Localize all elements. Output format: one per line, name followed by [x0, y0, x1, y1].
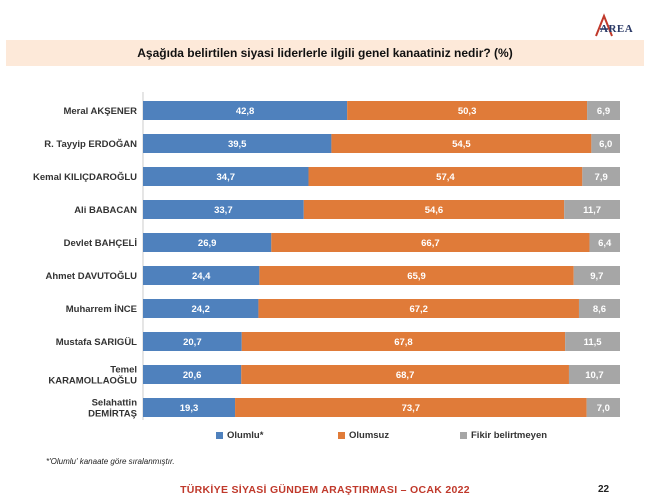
stacked-bar-chart: Meral AKŞENER 42,8 50,3 6,9 R. Tayyip ERDOĞA… [33, 92, 620, 420]
bar-segment-negative [303, 200, 565, 219]
area-logo [595, 13, 613, 37]
bar-segment-negative [258, 299, 579, 318]
bar-segment-undecided [587, 101, 620, 120]
bar-segment-undecided [568, 365, 620, 384]
bar-segment-negative [241, 332, 566, 351]
data-label-undecided: 7,0 [597, 403, 610, 414]
page-number: 22 [598, 484, 610, 495]
category-label: Devlet BAHÇELİ [64, 238, 137, 249]
data-label-undecided: 8,6 [593, 304, 606, 315]
bar-segment-positive [143, 200, 304, 219]
data-label-undecided: 6,0 [599, 139, 612, 150]
legend: Olumlu* Olumsuz Fikir belirtmeyen [0, 430, 650, 444]
bar-segment-negative [347, 101, 588, 120]
bar-segment-undecided [565, 332, 620, 351]
legend-label-positive: Olumlu* [227, 430, 264, 441]
legend-item-negative: Olumsuz [338, 430, 389, 441]
data-label-undecided: 6,9 [597, 106, 610, 117]
category-label: R. Tayyip ERDOĞAN [44, 138, 137, 150]
data-label-positive: 26,9 [198, 238, 217, 249]
data-label-negative: 65,9 [407, 271, 426, 282]
data-label-negative: 54,6 [425, 205, 444, 216]
bar-segment-negative [259, 266, 574, 285]
bar-segment-positive [143, 134, 332, 153]
data-label-positive: 19,3 [180, 403, 199, 414]
bar-segment-negative [271, 233, 590, 252]
bar-segment-undecided [591, 134, 620, 153]
data-label-positive: 24,4 [192, 271, 211, 282]
data-label-positive: 33,7 [214, 205, 233, 216]
category-label: Selahattin DEMİRTAŞ [88, 398, 137, 420]
data-label-negative: 50,3 [458, 106, 477, 117]
bar-segment-negative [241, 365, 569, 384]
data-label-undecided: 9,7 [590, 271, 603, 282]
bar-segment-positive [143, 167, 309, 186]
bar-segment-undecided [573, 266, 620, 285]
data-label-negative: 66,7 [421, 238, 440, 249]
category-label: Mustafa SARIGÜL [56, 337, 137, 348]
category-label: Kemal KILIÇDAROĞLU [33, 171, 137, 183]
legend-item-positive: Olumlu* [216, 430, 263, 441]
bar-segment-positive [143, 266, 260, 285]
bar-segment-positive [143, 233, 272, 252]
data-label-undecided: 6,4 [598, 238, 612, 249]
data-label-positive: 39,5 [228, 139, 247, 150]
legend-swatch-positive [216, 432, 223, 439]
bar-segment-negative [331, 134, 592, 153]
bar-segment-negative [235, 398, 587, 417]
legend-swatch-negative [338, 432, 345, 439]
category-label: Temel KARAMOLLAOĞLU [48, 365, 137, 387]
legend-label-negative: Olumsuz [349, 430, 390, 441]
category-label: Ahmet DAVUTOĞLU [46, 270, 138, 282]
data-label-negative: 68,7 [396, 370, 415, 381]
data-label-positive: 42,8 [236, 106, 255, 117]
data-label-negative: 67,8 [394, 337, 413, 348]
legend-item-undecided: Fikir belirtmeyen [460, 430, 547, 441]
category-label: Muharrem İNCE [66, 304, 137, 315]
data-label-negative: 73,7 [402, 403, 421, 414]
bar-segment-positive [143, 299, 259, 318]
data-label-undecided: 10,7 [585, 370, 604, 381]
data-label-negative: 57,4 [436, 172, 455, 183]
data-label-undecided: 11,5 [584, 337, 603, 348]
legend-swatch-undecided [460, 432, 467, 439]
bar-segment-undecided [564, 200, 620, 219]
title-band [6, 40, 644, 66]
data-label-undecided: 11,7 [583, 205, 601, 216]
data-label-positive: 20,6 [183, 370, 202, 381]
sort-note: *'Olumlu' kanaate göre sıralanmıştır. [46, 457, 175, 466]
footer-title: TÜRKİYE SİYASİ GÜNDEM ARAŞTIRMASI – OCAK… [180, 484, 470, 496]
bar-segment-positive [143, 101, 348, 120]
bar-segment-positive [143, 365, 242, 384]
logo-text: AREA [600, 23, 634, 35]
data-label-negative: 67,2 [409, 304, 428, 315]
category-label: Ali BABACAN [74, 205, 137, 216]
data-label-undecided: 7,9 [595, 172, 608, 183]
bar-segment-positive [143, 398, 236, 417]
bar-segment-undecided [586, 398, 620, 417]
bar-segment-undecided [578, 299, 620, 318]
bar-segment-positive [143, 332, 242, 351]
chart-title: Aşağıda belirtilen siyasi liderlerle ilg… [137, 46, 513, 60]
data-label-positive: 34,7 [217, 172, 236, 183]
bar-segment-undecided [589, 233, 620, 252]
data-label-positive: 24,2 [191, 304, 210, 315]
data-label-negative: 54,5 [452, 139, 471, 150]
category-label: Meral AKŞENER [63, 106, 137, 117]
legend-label-undecided: Fikir belirtmeyen [471, 430, 548, 441]
data-label-positive: 20,7 [183, 337, 202, 348]
bar-segment-undecided [582, 167, 620, 186]
bar-segment-negative [308, 167, 583, 186]
